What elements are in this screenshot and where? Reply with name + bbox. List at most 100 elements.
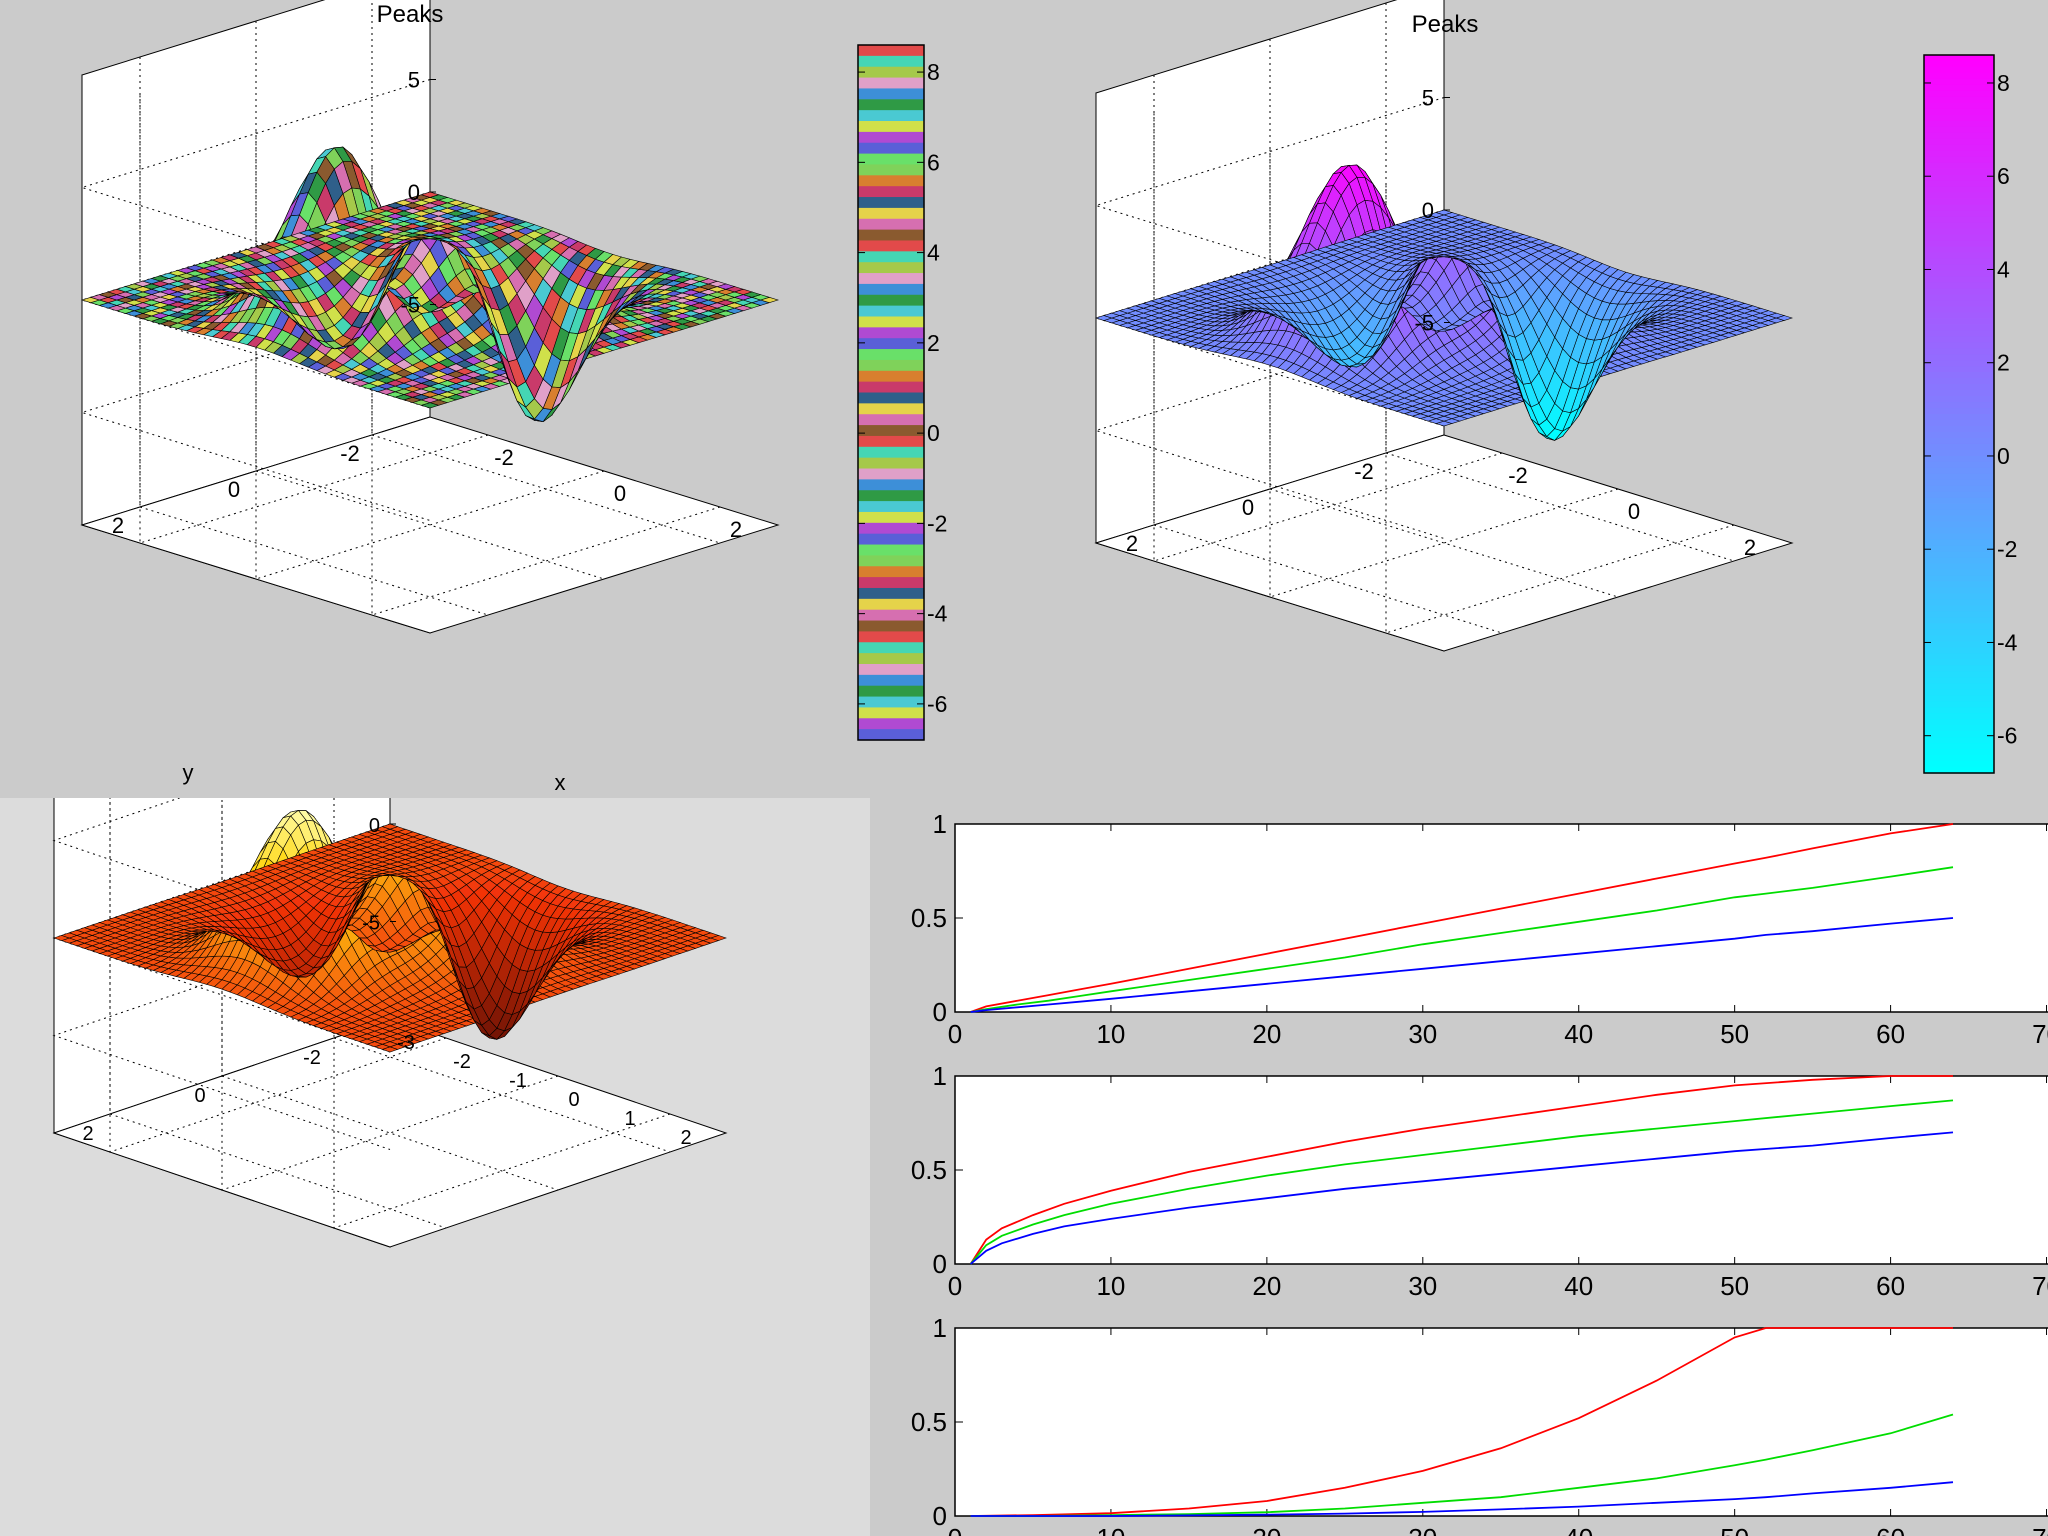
colorbar-band bbox=[1924, 491, 1994, 499]
colorbar-band bbox=[1924, 701, 1994, 708]
colorbar-band bbox=[1924, 162, 1994, 170]
colorbar-band bbox=[1924, 138, 1994, 146]
colorbar-band bbox=[1924, 461, 1994, 469]
colorbar-tick-label: 8 bbox=[1997, 70, 2010, 96]
colorbar-band bbox=[858, 110, 924, 122]
colorbar-band bbox=[858, 305, 924, 318]
colorbar-band bbox=[1924, 419, 1994, 427]
colorbar-band bbox=[1924, 336, 1994, 343]
grid-line-x bbox=[139, 93, 489, 544]
colorbar-band bbox=[1924, 96, 1994, 104]
colorbar-band bbox=[858, 175, 924, 187]
y-tick-label: 0 bbox=[228, 477, 240, 502]
colorbar-band bbox=[1924, 318, 1994, 325]
colorbar-band bbox=[858, 229, 924, 242]
colorbar-tick-label: -4 bbox=[927, 601, 948, 627]
colorbar-band bbox=[858, 707, 924, 719]
colorbar-band bbox=[858, 121, 924, 133]
colorbar-band bbox=[858, 316, 924, 328]
colorbar-band bbox=[858, 653, 924, 665]
x-tick-label: 2 bbox=[730, 517, 742, 542]
colorbar-band bbox=[858, 457, 924, 470]
surface-mesh bbox=[53, 809, 727, 1053]
colorbar-band bbox=[858, 598, 924, 611]
colorbar-band bbox=[1924, 300, 1994, 307]
colorbar-band bbox=[858, 566, 924, 578]
colorbar-band bbox=[1924, 737, 1994, 744]
z-tick-label: 5 bbox=[1422, 86, 1434, 111]
colorbar-band bbox=[1924, 132, 1994, 140]
grid-line-x bbox=[221, 800, 559, 1191]
grid-line-y bbox=[1269, 39, 1619, 598]
surface-facet bbox=[1435, 209, 1453, 216]
colorbar-band bbox=[858, 501, 924, 513]
surface-facet bbox=[420, 191, 440, 198]
x-axis-label: x bbox=[555, 770, 566, 795]
colorbar-band bbox=[858, 327, 924, 339]
grid-line-x bbox=[1269, 147, 1619, 598]
colorbar-band bbox=[858, 587, 924, 600]
colorbar-band bbox=[1924, 671, 1994, 678]
colorbar-band bbox=[1924, 204, 1994, 212]
colorbar-band bbox=[1924, 545, 1994, 553]
x-tick-label: -2 bbox=[494, 445, 514, 470]
colorbar-band bbox=[858, 609, 924, 622]
colorbar-band bbox=[1924, 330, 1994, 337]
colorbar-band bbox=[858, 218, 924, 231]
colorbar-band bbox=[1924, 527, 1994, 535]
colorbar-band bbox=[858, 142, 924, 155]
colorbar-band bbox=[1924, 587, 1994, 595]
colorbar-band bbox=[1924, 557, 1994, 565]
colorbar-band bbox=[1924, 78, 1994, 86]
colorbar-band bbox=[858, 349, 924, 361]
colorbar-band bbox=[858, 88, 924, 100]
colorbar-band bbox=[858, 642, 924, 654]
colorbar-band bbox=[858, 66, 924, 79]
y-tick-label: 2 bbox=[1126, 531, 1138, 556]
colorbar-band bbox=[1924, 384, 1994, 391]
colorbar-band bbox=[1924, 743, 1994, 750]
colorbar-band bbox=[1924, 120, 1994, 128]
colorbar-band bbox=[1924, 366, 1994, 373]
colorbar-band bbox=[1924, 551, 1994, 559]
colorbar-band bbox=[858, 283, 924, 296]
colorbar-band bbox=[1924, 276, 1994, 283]
grid-line-x bbox=[1385, 183, 1735, 634]
colorbar-band bbox=[1924, 473, 1994, 481]
y-tick-label: -2 bbox=[1354, 459, 1374, 484]
grid-line-y bbox=[371, 0, 721, 544]
colorbar-band bbox=[1924, 390, 1994, 397]
grid-line-y bbox=[221, 798, 559, 1191]
colorbar-band bbox=[1924, 342, 1994, 349]
colorbar-band bbox=[1924, 180, 1994, 188]
colorbar-band bbox=[858, 359, 924, 372]
colorbar-tick-label: 2 bbox=[927, 330, 940, 356]
colorbar-band bbox=[1924, 437, 1994, 445]
colorbar-band bbox=[1924, 84, 1994, 92]
grid-line-y bbox=[139, 57, 489, 616]
x-tick-label: 0 bbox=[1628, 499, 1640, 524]
z-tick-label: -5 bbox=[400, 293, 420, 318]
colorbar-band bbox=[1924, 114, 1994, 122]
colorbar-band bbox=[1924, 569, 1994, 577]
colorbar-band bbox=[1924, 102, 1994, 110]
colorbar-band bbox=[1924, 563, 1994, 571]
colorbar-band bbox=[1924, 156, 1994, 164]
colorbar-band bbox=[858, 99, 924, 111]
colorbar-band bbox=[1924, 414, 1994, 421]
surface-plot-cool: 5 0 -5 2 0 -2 -2 0 2 Peaks 8 6 4 2 0 -2 -4 -6 bbox=[1024, 0, 2048, 798]
colorbar-band bbox=[1924, 198, 1994, 206]
colorbar-band bbox=[858, 446, 924, 459]
x-tick-label: -2 bbox=[1508, 463, 1528, 488]
colorbar-band bbox=[1924, 312, 1994, 319]
colorbar-band bbox=[1924, 294, 1994, 301]
colorbar-band bbox=[1924, 126, 1994, 134]
colorbar-band bbox=[1924, 108, 1994, 116]
colorbar-band bbox=[1924, 755, 1994, 762]
colorbar-band bbox=[1924, 210, 1994, 218]
colorbar-band bbox=[1924, 228, 1994, 236]
colorbar-band bbox=[1924, 66, 1994, 74]
colorbar-band bbox=[858, 435, 924, 448]
colorbar-band bbox=[858, 403, 924, 415]
